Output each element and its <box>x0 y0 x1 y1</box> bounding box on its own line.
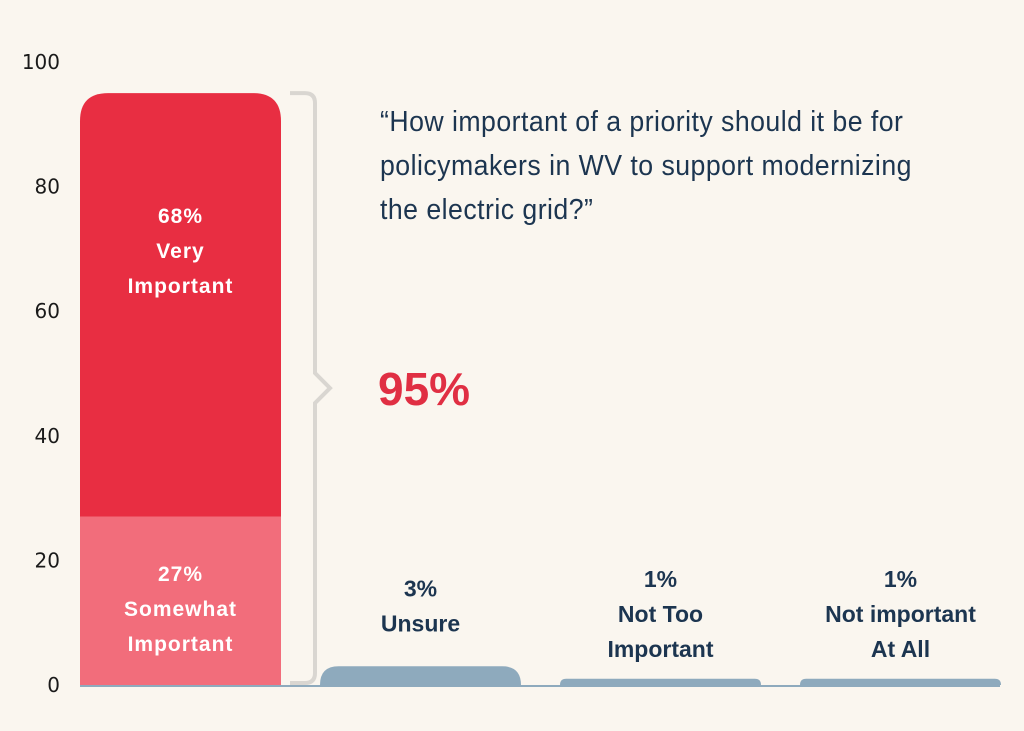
data-label: Not important <box>825 601 976 627</box>
bar-segment <box>80 93 281 517</box>
data-label: 3% <box>404 575 437 601</box>
data-label: Not Too <box>618 601 703 627</box>
y-tick-label: 100 <box>22 50 60 74</box>
data-label: 68% <box>158 205 203 228</box>
y-tick-label: 20 <box>35 548 60 572</box>
y-tick-label: 80 <box>35 175 60 199</box>
data-label: At All <box>871 636 930 662</box>
data-label: Somewhat <box>124 598 237 621</box>
data-label: Important <box>128 275 234 298</box>
bar-segment <box>560 678 761 685</box>
bar-segment <box>320 666 521 685</box>
y-tick-label: 40 <box>35 424 60 448</box>
chart-title: “How important of a priority should it b… <box>380 106 912 226</box>
data-label: 1% <box>884 566 917 592</box>
data-label: 27% <box>158 563 203 586</box>
data-label: 1% <box>644 566 677 592</box>
bracket <box>290 91 333 685</box>
total-annotation: 95% <box>378 363 471 415</box>
bar-segment <box>800 678 1001 685</box>
y-tick-label: 0 <box>47 673 60 697</box>
y-tick-label: 60 <box>35 299 60 323</box>
data-label: Important <box>607 636 713 662</box>
data-label: Very <box>156 240 204 263</box>
data-label: Unsure <box>381 610 460 636</box>
data-label: Important <box>128 633 234 656</box>
bar-segment <box>80 516 281 685</box>
